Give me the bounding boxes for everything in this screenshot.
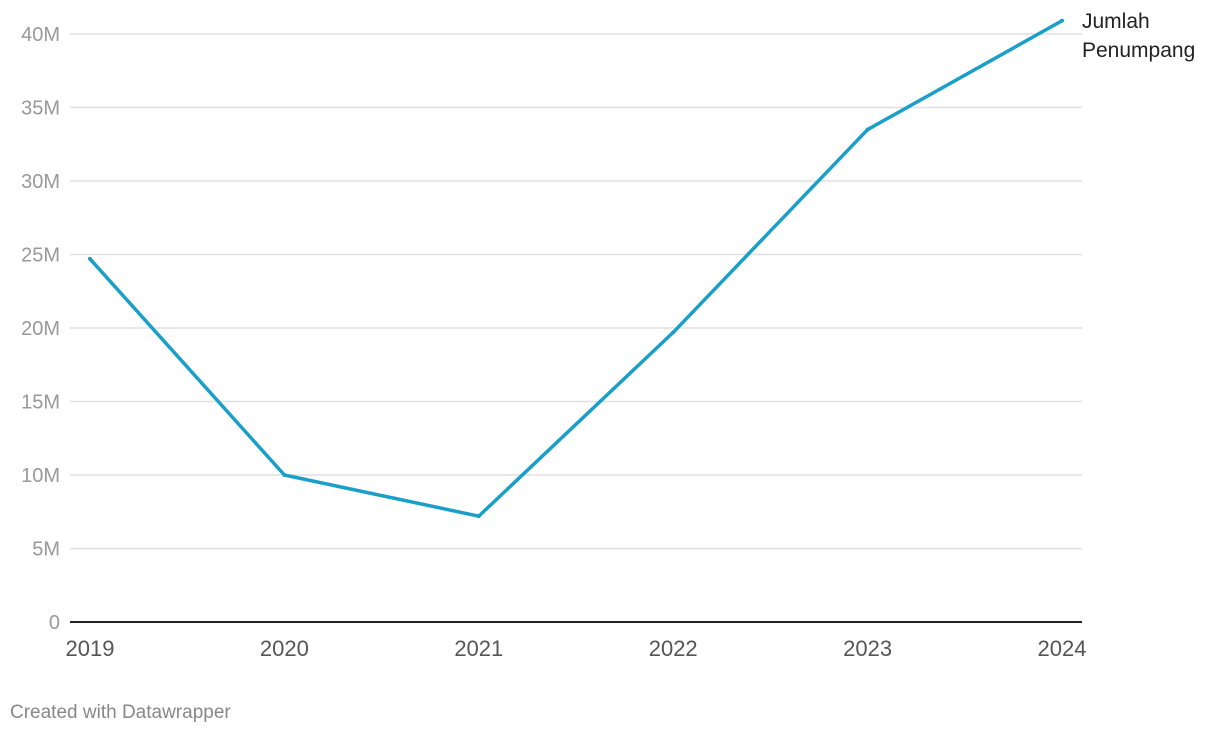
data-point bbox=[282, 473, 287, 477]
credit-text: Created with Datawrapper bbox=[10, 702, 231, 723]
y-tick-label: 20M bbox=[21, 318, 60, 340]
x-tick-label: 2021 bbox=[454, 636, 503, 661]
series-name-label: Jumlah Penumpang bbox=[1082, 10, 1195, 62]
y-tick-label: 5M bbox=[32, 539, 60, 561]
data-point bbox=[671, 330, 676, 335]
y-axis-tick-labels: 0 5M 10M 15M 20M 25M 30M 35M 40M bbox=[21, 24, 60, 634]
series-line bbox=[88, 19, 1064, 518]
y-tick-label: 35M bbox=[21, 98, 60, 120]
y-tick-label: 25M bbox=[21, 245, 60, 267]
y-tick-label: 15M bbox=[21, 392, 60, 414]
x-tick-label: 2020 bbox=[260, 636, 309, 661]
data-point bbox=[88, 256, 92, 261]
series-name-line: Jumlah bbox=[1082, 10, 1150, 33]
grid-lines bbox=[70, 33, 1082, 550]
x-tick-label: 2022 bbox=[649, 636, 698, 661]
x-tick-label: 2023 bbox=[843, 636, 892, 661]
data-point bbox=[865, 127, 870, 132]
line-chart: 0 5M 10M 15M 20M 25M 30M 35M 40M 2019 2020 2021 202… bbox=[21, 10, 1195, 661]
y-tick-label: 30M bbox=[21, 171, 60, 193]
data-point bbox=[1060, 18, 1064, 23]
series-labels: Jumlah Penumpang bbox=[1082, 10, 1195, 62]
y-tick-label: 0 bbox=[49, 612, 60, 634]
x-tick-label: 2024 bbox=[1038, 636, 1087, 661]
series-lines bbox=[88, 18, 1064, 519]
series-name-line: Penumpang bbox=[1082, 39, 1195, 62]
x-axis-tick-labels: 2019 2020 2021 2022 2023 2024 bbox=[66, 636, 1087, 661]
y-tick-label: 40M bbox=[21, 24, 60, 46]
data-point bbox=[476, 514, 481, 519]
x-tick-label: 2019 bbox=[66, 636, 115, 661]
y-tick-label: 10M bbox=[21, 465, 60, 487]
